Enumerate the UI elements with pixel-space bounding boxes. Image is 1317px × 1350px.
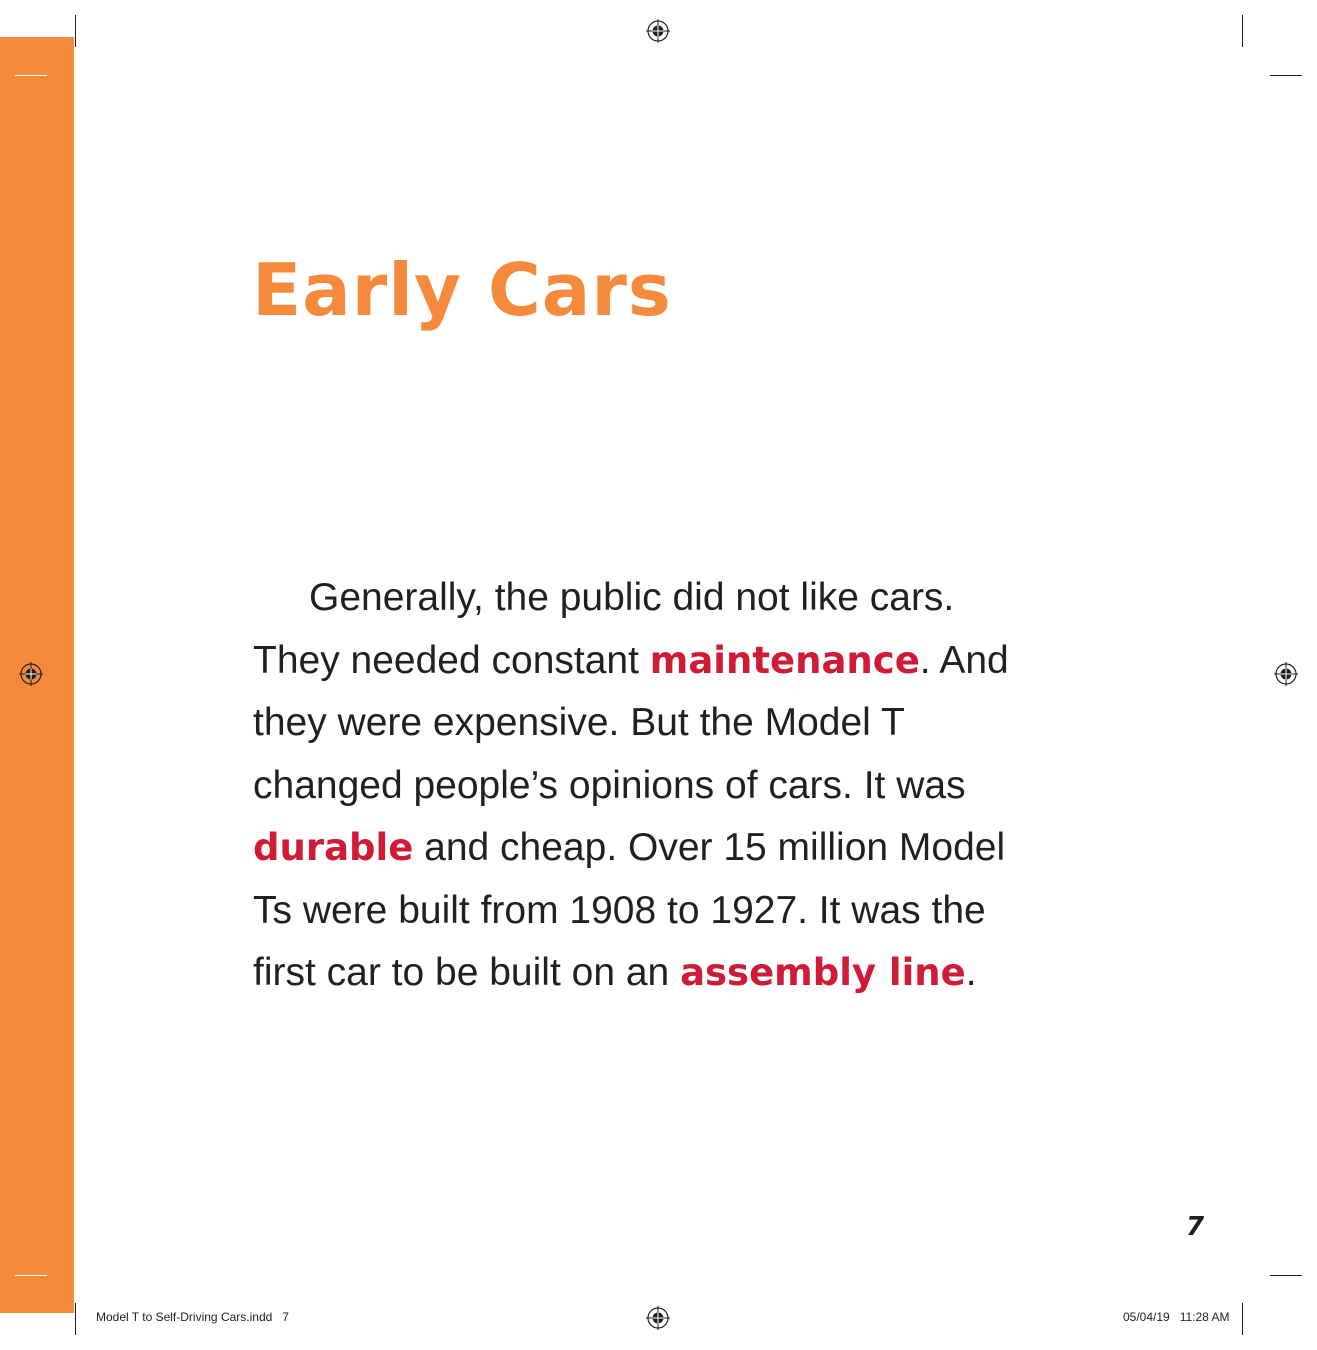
glossary-term: assembly line [680, 951, 966, 994]
glossary-term: maintenance [649, 638, 920, 682]
paragraph-line: Ts were built from 1908 to 1927. It was … [253, 888, 986, 932]
page-title: Early Cars [252, 248, 672, 332]
crop-mark-bottom-left [75, 1303, 76, 1335]
slug-date: 05/04/19 [1123, 1310, 1170, 1324]
side-color-bar [0, 37, 74, 1313]
slug-timestamp: 05/04/19 11:28 AM [1123, 1310, 1230, 1324]
body-paragraph: Generally, the public did not like cars.… [253, 567, 1153, 1005]
slug-time: 11:28 AM [1179, 1310, 1230, 1324]
slug-filename: Model T to Self-Driving Cars.indd 7 [96, 1310, 289, 1324]
glossary-term: durable [253, 826, 414, 869]
paragraph-line: They needed constant maintenance. And [253, 638, 1009, 682]
crop-mark-left-lower [15, 1275, 47, 1276]
registration-mark-icon [646, 1306, 670, 1330]
registration-mark-icon [19, 662, 43, 686]
registration-mark-icon [646, 19, 670, 43]
crop-mark-bottom-right [1242, 1303, 1243, 1335]
paragraph-line: changed people’s opinions of cars. It wa… [253, 763, 966, 807]
paragraph-line: durable and cheap. Over 15 million Model [253, 826, 1006, 869]
page-number: 7 [1186, 1212, 1205, 1242]
crop-mark-right-upper [1270, 75, 1302, 76]
crop-mark-right-lower [1270, 1275, 1302, 1276]
crop-mark-top-left [75, 15, 76, 47]
registration-mark-icon [1274, 662, 1298, 686]
paragraph-line: first car to be built on an assembly lin… [253, 951, 977, 994]
paragraph-line: Generally, the public did not like cars. [309, 576, 955, 619]
crop-mark-top-right [1242, 15, 1243, 47]
paragraph-line: they were expensive. But the Model T [253, 701, 905, 744]
crop-mark-left-upper [15, 75, 47, 76]
